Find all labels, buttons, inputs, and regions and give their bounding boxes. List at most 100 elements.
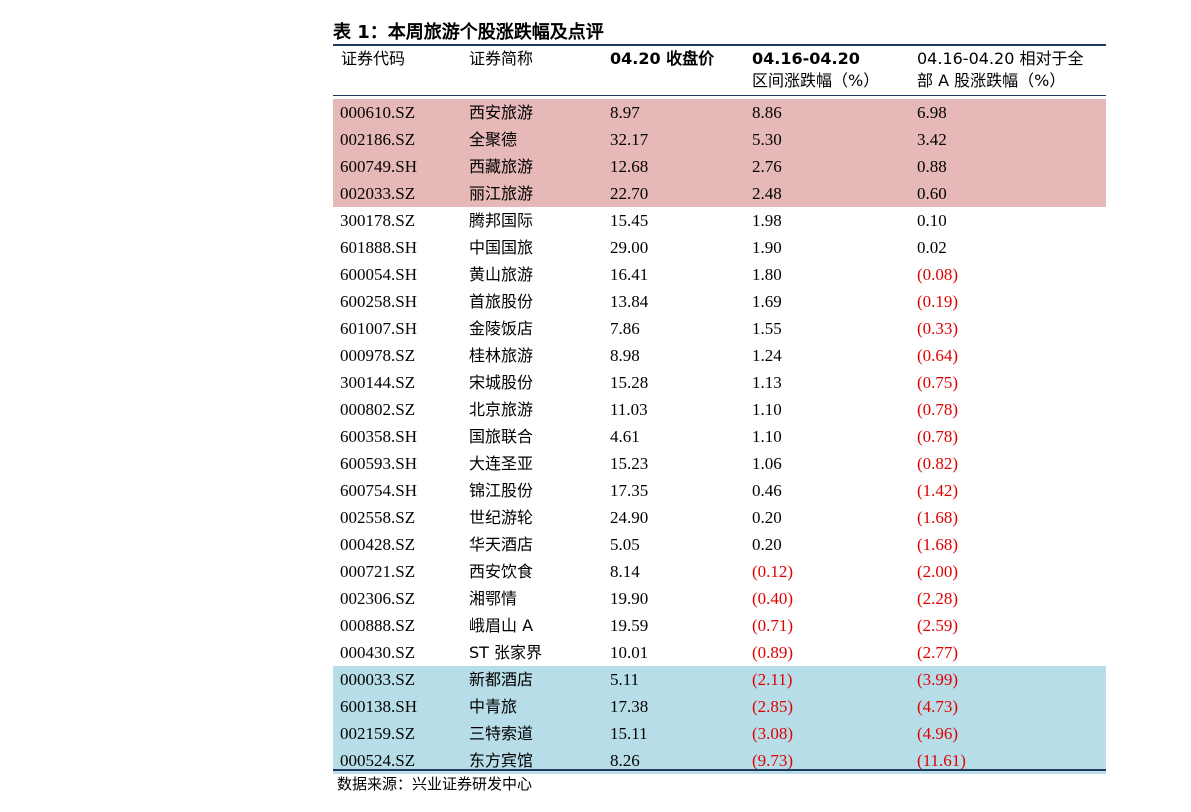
- header-relative-change-line1: 04.16-04.20 相对于全: [917, 49, 1084, 68]
- stock-code-cell: 000610.SZ: [340, 103, 416, 122]
- stock-code-cell: 600258.SH: [340, 292, 417, 311]
- relative-change-cell: (0.78): [917, 400, 959, 419]
- stock-name-cell: 西安旅游: [469, 103, 534, 122]
- stock-name-cell: 金陵饭店: [469, 319, 534, 338]
- table-row: 000428.SZ 华天酒店 5.05 0.20 (1.68): [333, 531, 1106, 558]
- close-price-cell: 7.86: [610, 319, 640, 338]
- period-change-cell: 1.10: [752, 400, 782, 419]
- relative-change-cell: 0.10: [917, 211, 947, 230]
- stock-name-cell: 华天酒店: [469, 535, 534, 554]
- stock-name-cell: 黄山旅游: [469, 265, 534, 284]
- relative-change-cell: (0.64): [917, 346, 959, 365]
- period-change-cell: (0.71): [752, 616, 794, 635]
- stock-code-cell: 002186.SZ: [340, 130, 416, 149]
- stock-name-cell: 丽江旅游: [469, 184, 534, 203]
- period-change-cell: 8.86: [752, 103, 782, 122]
- stock-name-cell: 中青旅: [469, 697, 518, 716]
- stock-code-cell: 300178.SZ: [340, 211, 416, 230]
- period-change-cell: 1.13: [752, 373, 782, 392]
- stock-code-cell: 600749.SH: [340, 157, 417, 176]
- relative-change-cell: (4.96): [917, 724, 959, 743]
- period-change-cell: 1.24: [752, 346, 782, 365]
- stock-code-cell: 601007.SH: [340, 319, 417, 338]
- header-relative-change: 04.16-04.20 相对于全 部 A 股涨跌幅（%）: [917, 48, 1083, 92]
- stock-code-cell: 002033.SZ: [340, 184, 416, 203]
- table-row: 002186.SZ 全聚德 32.17 5.30 3.42: [333, 126, 1106, 153]
- table-row: 600593.SH 大连圣亚 15.23 1.06 (0.82): [333, 450, 1106, 477]
- close-price-cell: 12.68: [610, 157, 649, 176]
- relative-change-cell: (11.61): [917, 751, 966, 770]
- relative-change-cell: (3.99): [917, 670, 959, 689]
- stock-name-cell: 中国国旅: [469, 238, 534, 257]
- close-price-cell: 15.45: [610, 211, 649, 230]
- close-price-cell: 22.70: [610, 184, 649, 203]
- stock-code-cell: 002558.SZ: [340, 508, 416, 527]
- table-row: 000430.SZ ST 张家界 10.01 (0.89) (2.77): [333, 639, 1106, 666]
- header-relative-change-line2: 部 A 股涨跌幅（%）: [917, 71, 1066, 90]
- table-title: 表 1：本周旅游个股涨跌幅及点评: [333, 22, 604, 43]
- relative-change-cell: (2.00): [917, 562, 959, 581]
- relative-change-cell: 0.60: [917, 184, 947, 203]
- relative-change-cell: (1.42): [917, 481, 959, 500]
- relative-change-cell: 6.98: [917, 103, 947, 122]
- stock-code-cell: 000978.SZ: [340, 346, 416, 365]
- header-name: 证券简称: [469, 49, 534, 68]
- stock-code-cell: 000428.SZ: [340, 535, 416, 554]
- stock-name-cell: 湘鄂情: [469, 589, 518, 608]
- relative-change-cell: (0.19): [917, 292, 959, 311]
- table-row: 600054.SH 黄山旅游 16.41 1.80 (0.08): [333, 261, 1106, 288]
- relative-change-cell: (0.75): [917, 373, 959, 392]
- relative-change-cell: (2.59): [917, 616, 959, 635]
- close-price-cell: 8.14: [610, 562, 640, 581]
- table-row: 600749.SH 西藏旅游 12.68 2.76 0.88: [333, 153, 1106, 180]
- period-change-cell: 0.46: [752, 481, 782, 500]
- period-change-cell: (0.89): [752, 643, 794, 662]
- table-top-rule: [333, 44, 1106, 46]
- period-change-cell: 5.30: [752, 130, 782, 149]
- stock-name-cell: ST 张家界: [469, 643, 543, 662]
- close-price-cell: 8.97: [610, 103, 640, 122]
- table-row: 000033.SZ 新都酒店 5.11 (2.11) (3.99): [333, 666, 1106, 693]
- period-change-cell: 0.20: [752, 535, 782, 554]
- stock-name-cell: 锦江股份: [469, 481, 534, 500]
- table-row: 002159.SZ 三特索道 15.11 (3.08) (4.96): [333, 720, 1106, 747]
- relative-change-cell: (4.73): [917, 697, 959, 716]
- period-change-cell: (9.73): [752, 751, 794, 770]
- table-bottom-rule: [333, 769, 1106, 771]
- period-change-cell: (3.08): [752, 724, 794, 743]
- stock-name-cell: 桂林旅游: [469, 346, 534, 365]
- close-price-cell: 17.38: [610, 697, 649, 716]
- close-price-cell: 17.35: [610, 481, 649, 500]
- stock-code-cell: 600054.SH: [340, 265, 417, 284]
- period-change-cell: (0.40): [752, 589, 794, 608]
- table-row: 000610.SZ 西安旅游 8.97 8.86 6.98: [333, 99, 1106, 126]
- relative-change-cell: (0.33): [917, 319, 959, 338]
- table-row: 000802.SZ 北京旅游 11.03 1.10 (0.78): [333, 396, 1106, 423]
- stock-name-cell: 全聚德: [469, 130, 518, 149]
- table-row: 000978.SZ 桂林旅游 8.98 1.24 (0.64): [333, 342, 1106, 369]
- stock-code-cell: 002306.SZ: [340, 589, 416, 608]
- table-row: 600754.SH 锦江股份 17.35 0.46 (1.42): [333, 477, 1106, 504]
- stock-name-cell: 峨眉山 A: [469, 616, 534, 635]
- table-row: 002558.SZ 世纪游轮 24.90 0.20 (1.68): [333, 504, 1106, 531]
- stock-code-cell: 600593.SH: [340, 454, 417, 473]
- close-price-cell: 32.17: [610, 130, 649, 149]
- close-price-cell: 10.01: [610, 643, 649, 662]
- close-price-cell: 19.59: [610, 616, 649, 635]
- table-row: 600138.SH 中青旅 17.38 (2.85) (4.73): [333, 693, 1106, 720]
- stock-name-cell: 国旅联合: [469, 427, 534, 446]
- stock-name-cell: 首旅股份: [469, 292, 534, 311]
- stock-code-cell: 000721.SZ: [340, 562, 416, 581]
- stock-name-cell: 世纪游轮: [469, 508, 534, 527]
- period-change-cell: 1.98: [752, 211, 782, 230]
- stock-code-cell: 600754.SH: [340, 481, 417, 500]
- stock-name-cell: 新都酒店: [469, 670, 534, 689]
- stock-code-cell: 601888.SH: [340, 238, 417, 257]
- stock-name-cell: 腾邦国际: [469, 211, 534, 230]
- stock-name-cell: 宋城股份: [469, 373, 534, 392]
- table-row: 600258.SH 首旅股份 13.84 1.69 (0.19): [333, 288, 1106, 315]
- relative-change-cell: (1.68): [917, 508, 959, 527]
- table-row: 300178.SZ 腾邦国际 15.45 1.98 0.10: [333, 207, 1106, 234]
- stock-code-cell: 300144.SZ: [340, 373, 416, 392]
- header-period-change-line1: 04.16-04.20: [752, 49, 860, 68]
